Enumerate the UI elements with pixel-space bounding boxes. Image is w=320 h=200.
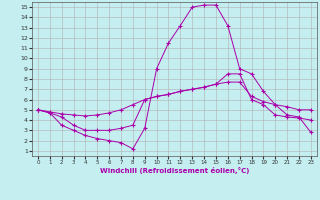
X-axis label: Windchill (Refroidissement éolien,°C): Windchill (Refroidissement éolien,°C) (100, 167, 249, 174)
